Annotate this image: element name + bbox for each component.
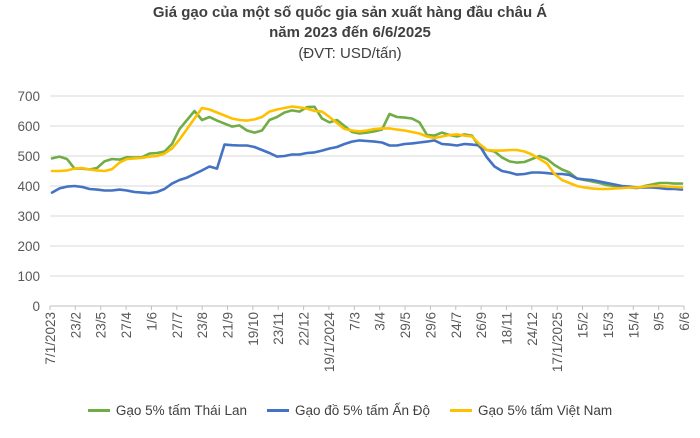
chart-legend: Gạo 5% tấm Thái Lan Gạo đồ 5% tấm Ấn Độ … <box>0 403 700 418</box>
legend-item-thailand: Gạo 5% tấm Thái Lan <box>87 403 247 418</box>
y-tick-label: 200 <box>17 239 40 254</box>
legend-label-india: Gạo đồ 5% tấm Ấn Độ <box>294 403 431 418</box>
x-tick-label: 17/1/2025 <box>550 312 565 372</box>
x-tick-label: 23/8 <box>195 312 210 338</box>
x-tick-label: 21/9 <box>221 312 236 338</box>
x-tick-label: 29/5 <box>398 312 413 338</box>
x-tick-label: 19/10 <box>246 312 261 346</box>
x-tick-label: 18/11 <box>499 312 514 345</box>
legend-swatch-vietnam <box>450 409 473 412</box>
x-tick-label: 23/2 <box>68 312 83 338</box>
chart-title-line2: năm 2023 đến 6/6/2025 <box>269 24 431 41</box>
x-tick-label: 27/7 <box>170 312 185 338</box>
series-line-thailand <box>50 105 684 190</box>
x-tick-label: 9/5 <box>652 312 667 331</box>
x-tick-label: 24/12 <box>525 312 540 346</box>
legend-label-thailand: Gạo 5% tấm Thái Lan <box>115 403 247 418</box>
x-tick-label: 15/2 <box>576 312 591 338</box>
x-tick-label: 23/5 <box>94 312 109 338</box>
y-tick-label: 300 <box>17 209 40 224</box>
x-tick-label: 23/11 <box>271 312 286 345</box>
series-line-india <box>50 139 684 195</box>
legend-label-vietnam: Gạo 5% tấm Việt Nam <box>478 403 613 418</box>
x-tick-label: 19/1/2024 <box>322 312 337 373</box>
x-tick-label: 26/9 <box>474 312 489 338</box>
x-tick-label: 7/1/2023 <box>43 312 58 365</box>
y-tick-label: 600 <box>17 119 40 134</box>
chart-title-line1: Giá gạo của một số quốc gia sản xuất hàn… <box>152 4 548 21</box>
y-tick-label: 400 <box>17 179 40 194</box>
x-tick-label: 6/6 <box>677 312 692 331</box>
x-tick-label: 15/4 <box>626 312 641 339</box>
series-line-vietnam <box>50 105 684 191</box>
x-tick-label: 15/3 <box>601 312 616 338</box>
legend-swatch-india <box>266 409 289 412</box>
legend-swatch-thailand <box>87 409 110 412</box>
chart-subtitle: (ĐVT: USD/tấn) <box>298 45 402 62</box>
y-tick-label: 100 <box>17 269 40 284</box>
x-tick-label: 27/4 <box>119 312 134 339</box>
legend-item-india: Gạo đồ 5% tấm Ấn Độ <box>266 403 431 418</box>
y-tick-label: 0 <box>32 299 40 314</box>
x-tick-label: 3/4 <box>373 312 388 331</box>
legend-item-vietnam: Gạo 5% tấm Việt Nam <box>450 403 612 418</box>
y-tick-label: 700 <box>17 89 40 104</box>
x-tick-label: 29/6 <box>423 312 438 338</box>
x-tick-label: 7/3 <box>347 312 362 331</box>
x-tick-label: 24/7 <box>449 312 464 338</box>
x-tick-label: 22/12 <box>297 312 312 346</box>
y-tick-label: 500 <box>17 149 40 164</box>
x-tick-label: 1/6 <box>144 312 159 331</box>
